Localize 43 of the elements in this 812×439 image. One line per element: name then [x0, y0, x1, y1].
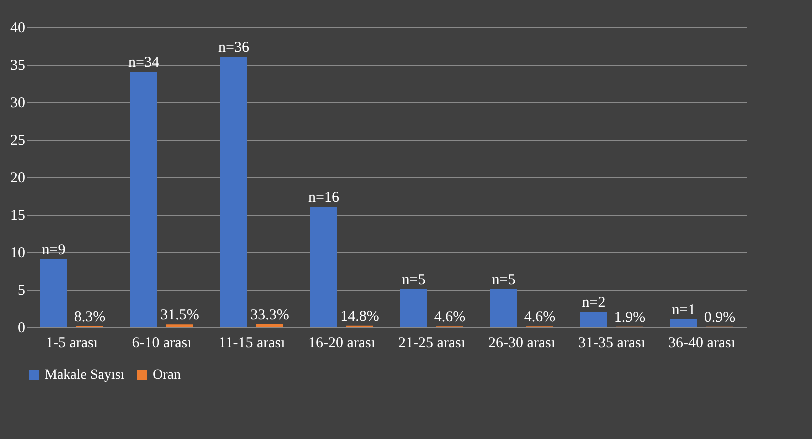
data-label: 4.6%	[524, 310, 556, 326]
y-tick-label: 30	[10, 96, 26, 112]
y-tick-label: 0	[18, 320, 26, 336]
y-tick-label: 25	[10, 133, 26, 149]
x-tick-label: 26-30 arası	[488, 336, 556, 352]
bar	[220, 57, 248, 327]
x-tick-label: 6-10 arası	[132, 336, 192, 352]
data-label: n=16	[308, 190, 340, 206]
data-label: n=34	[128, 55, 160, 71]
data-label: 1.9%	[614, 310, 646, 326]
bar	[40, 260, 68, 327]
y-tick-label: 10	[10, 246, 26, 262]
bar	[400, 290, 428, 327]
bar	[130, 72, 158, 327]
data-label: n=5	[402, 272, 426, 288]
y-tick-label: 15	[10, 208, 26, 224]
legend-label: Oran	[153, 368, 181, 383]
data-label: 14.8%	[340, 308, 380, 325]
data-label: 31.5%	[160, 308, 200, 324]
x-tick-label: 11-15 arası	[218, 336, 286, 352]
data-label: n=9	[42, 242, 66, 258]
x-tick-label: 21-25 arası	[398, 336, 466, 352]
data-label: n=36	[218, 40, 250, 56]
data-label: 0.9%	[704, 310, 736, 326]
y-tick-label: 20	[10, 170, 26, 186]
data-label: 8.3%	[74, 309, 106, 326]
bar	[310, 207, 338, 327]
bar	[670, 320, 698, 327]
data-label: 33.3%	[250, 308, 290, 324]
x-tick-label: 31-35 arası	[578, 336, 646, 352]
bar	[490, 290, 518, 327]
data-label: n=1	[672, 302, 696, 318]
y-tick-label: 40	[10, 20, 26, 36]
x-tick-label: 1-5 arası	[46, 336, 98, 352]
x-tick-label: 36-40 arası	[668, 336, 736, 352]
y-tick-label: 35	[10, 58, 26, 74]
data-label: n=5	[492, 272, 516, 288]
x-tick-label: 16-20 arası	[308, 336, 376, 352]
bar	[580, 312, 608, 327]
y-tick-label: 5	[18, 283, 26, 299]
legend-label: Makale Sayısı	[45, 368, 125, 383]
data-label: n=2	[582, 295, 606, 311]
data-label: 4.6%	[434, 310, 466, 326]
